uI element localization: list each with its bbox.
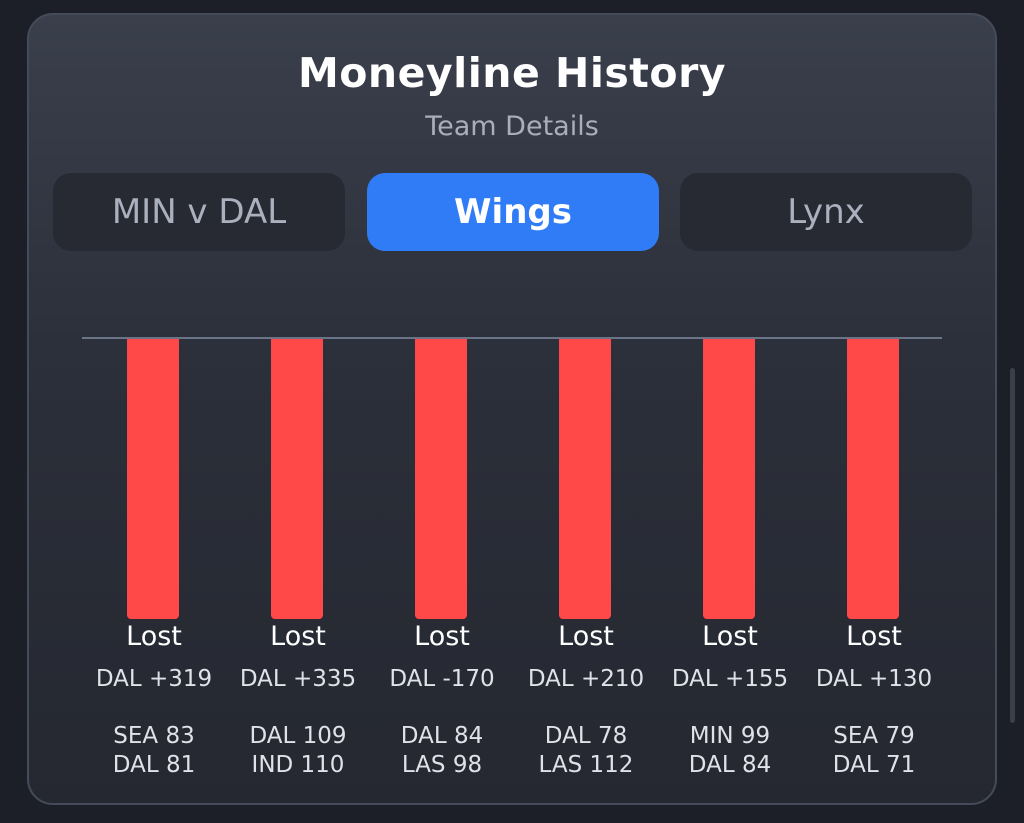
score-line-2: DAL 84 xyxy=(688,752,772,778)
tab-wings[interactable]: Wings xyxy=(367,173,659,251)
result-bar xyxy=(559,339,611,619)
score-line-1: DAL 78 xyxy=(544,723,628,749)
card-title: Moneyline History xyxy=(297,49,727,97)
game-column: Lost DAL +335 DAL 109 IND 110 xyxy=(226,15,370,803)
game-result-label: Lost xyxy=(126,621,182,652)
game-column: Lost DAL -170 DAL 84 LAS 98 xyxy=(370,15,514,803)
score-line-1: SEA 83 xyxy=(113,723,195,749)
game-column: Lost DAL +155 MIN 99 DAL 84 xyxy=(658,15,802,803)
score-line-2: LAS 98 xyxy=(401,752,483,778)
result-bar xyxy=(703,339,755,619)
game-result-label: Lost xyxy=(702,621,758,652)
score-line-1: MIN 99 xyxy=(689,723,771,749)
game-column: Lost DAL +210 DAL 78 LAS 112 xyxy=(514,15,658,803)
moneyline-history-card: Moneyline History Team Details MIN v DAL… xyxy=(27,13,997,805)
result-bar xyxy=(127,339,179,619)
game-result-label: Lost xyxy=(846,621,902,652)
moneyline-odds-label: DAL +335 xyxy=(239,666,357,692)
game-result-label: Lost xyxy=(558,621,614,652)
chart-baseline xyxy=(82,337,942,339)
score-line-2: IND 110 xyxy=(251,752,345,778)
game-result-label: Lost xyxy=(414,621,470,652)
moneyline-chart: Lost DAL +319 SEA 83 DAL 81 Lost DAL +335 DAL … xyxy=(29,15,995,803)
card-subtitle: Team Details xyxy=(425,111,599,142)
score-line-1: SEA 79 xyxy=(833,723,915,749)
result-bar xyxy=(847,339,899,619)
score-line-2: DAL 71 xyxy=(832,752,916,778)
moneyline-odds-label: DAL +130 xyxy=(815,666,933,692)
score-line-1: DAL 84 xyxy=(400,723,484,749)
score-line-1: DAL 109 xyxy=(249,723,347,749)
result-bar xyxy=(415,339,467,619)
tab-lynx[interactable]: Lynx xyxy=(680,173,972,251)
tab-matchup[interactable]: MIN v DAL xyxy=(53,173,345,251)
scrollbar[interactable] xyxy=(1010,368,1015,723)
moneyline-odds-label: DAL +155 xyxy=(671,666,789,692)
moneyline-odds-label: DAL +210 xyxy=(527,666,645,692)
game-column: Lost DAL +130 SEA 79 DAL 71 xyxy=(802,15,946,803)
score-line-2: LAS 112 xyxy=(538,752,634,778)
result-bar xyxy=(271,339,323,619)
moneyline-odds-label: DAL -170 xyxy=(389,666,495,692)
game-result-label: Lost xyxy=(270,621,326,652)
game-column: Lost DAL +319 SEA 83 DAL 81 xyxy=(82,15,226,803)
moneyline-odds-label: DAL +319 xyxy=(95,666,213,692)
score-line-2: DAL 81 xyxy=(112,752,196,778)
